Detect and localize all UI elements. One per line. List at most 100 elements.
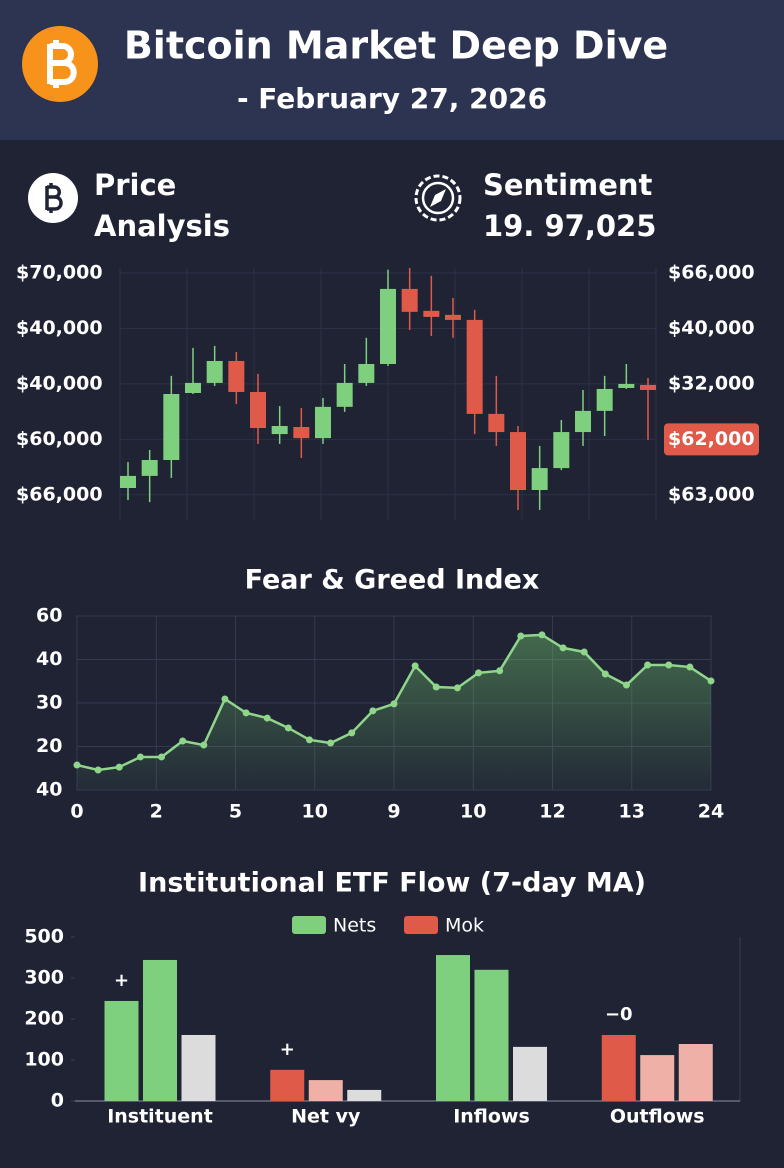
x-tick-label: 24: [698, 801, 724, 823]
point: [686, 663, 694, 671]
annotation: +: [114, 970, 129, 991]
candle-body: [250, 391, 266, 429]
y-tick-label: $40,000: [16, 317, 103, 339]
candle-body: [358, 364, 375, 383]
x-tick-label: 2: [150, 801, 163, 823]
bar: [640, 1055, 675, 1101]
point: [475, 669, 483, 677]
y2-tick-label: $32,000: [668, 372, 755, 394]
point: [158, 753, 166, 761]
point: [348, 729, 356, 737]
point: [517, 632, 525, 640]
y2-tick-label: $66,000: [668, 262, 755, 284]
candle-body: [163, 394, 180, 461]
y-tick-label: 40: [36, 648, 62, 670]
candle-body: [185, 382, 201, 393]
y2-tick-label: $40,000: [668, 317, 755, 339]
candle-body: [228, 360, 245, 392]
y-tick-label: 200: [24, 1008, 64, 1030]
candle-body: [141, 460, 158, 476]
point: [369, 707, 377, 715]
bar: [347, 1089, 382, 1101]
chart-title: Institutional ETF Flow (7-day MA): [138, 868, 646, 899]
y-tick-label: 60: [36, 605, 62, 627]
candle-body: [618, 383, 635, 388]
y-tick-label: 100: [24, 1049, 64, 1071]
bar: [513, 1046, 548, 1101]
candle-body: [445, 314, 461, 320]
bar: [436, 955, 471, 1101]
point: [453, 684, 461, 692]
point: [73, 761, 81, 769]
bar: [270, 1069, 305, 1101]
candle-body: [293, 427, 310, 439]
legend-label: Mok: [445, 915, 484, 937]
bitcoin-logo: [22, 26, 98, 102]
candle-body: [271, 426, 288, 435]
legend-label: Nets: [333, 915, 376, 937]
candle-body: [488, 413, 505, 433]
bar: [143, 959, 177, 1101]
chart-title: Fear & Greed Index: [245, 565, 540, 596]
legend-swatch: [292, 916, 326, 934]
y-tick-label: $70,000: [16, 262, 103, 284]
point: [136, 753, 144, 761]
point: [390, 700, 398, 708]
point: [327, 739, 335, 747]
y-tick-label: 0: [51, 1090, 64, 1112]
point: [580, 648, 588, 656]
point: [411, 662, 419, 670]
price-icon: [28, 173, 78, 223]
x-tick-label: Net vy: [291, 1106, 361, 1128]
bar: [474, 969, 509, 1101]
point: [94, 766, 102, 774]
point: [200, 741, 208, 749]
candle-body: [553, 432, 570, 469]
title: Bitcoin Market Deep Dive: [124, 24, 668, 68]
candle-body: [575, 410, 591, 433]
point: [601, 670, 609, 678]
bar: [104, 1000, 139, 1101]
point: [665, 661, 673, 669]
y2-tick-label: $63,000: [668, 483, 755, 505]
candle-body: [596, 388, 613, 411]
point: [707, 677, 715, 685]
price-heading: Analysis: [94, 209, 230, 243]
sentiment-heading: 19. 97,025: [483, 209, 656, 243]
point: [538, 631, 546, 639]
x-tick-label: 9: [387, 801, 400, 823]
point: [179, 737, 187, 745]
x-tick-label: 5: [229, 801, 242, 823]
price-highlight: [664, 423, 759, 456]
point: [263, 714, 271, 722]
candle-body: [120, 475, 136, 488]
x-tick-label: Instituent: [107, 1106, 213, 1128]
x-tick-label: Inflows: [453, 1106, 530, 1128]
y-tick-label: $40,000: [16, 372, 103, 394]
point: [115, 763, 123, 771]
candle-body: [401, 288, 418, 312]
x-tick-label: 10: [302, 801, 328, 823]
sentiment-heading: Sentiment: [483, 168, 653, 202]
point: [622, 681, 630, 689]
bar: [678, 1044, 713, 1101]
y-tick-label: 30: [36, 692, 62, 714]
candle-body: [380, 288, 396, 365]
candle-body: [336, 382, 353, 407]
candle-body: [206, 360, 223, 383]
point: [644, 661, 652, 669]
y-tick-label: $60,000: [16, 428, 103, 450]
subtitle: - February 27, 2026: [237, 82, 547, 115]
candle-body: [315, 406, 331, 439]
bar: [181, 1034, 216, 1101]
sentiment-icon: [414, 174, 462, 222]
x-tick-label: 0: [70, 801, 83, 823]
y-tick-label: 40: [36, 779, 62, 801]
candle-body: [423, 310, 440, 317]
legend-swatch: [404, 916, 438, 934]
point: [559, 644, 567, 652]
area-fill: [77, 634, 711, 790]
point: [221, 695, 229, 703]
